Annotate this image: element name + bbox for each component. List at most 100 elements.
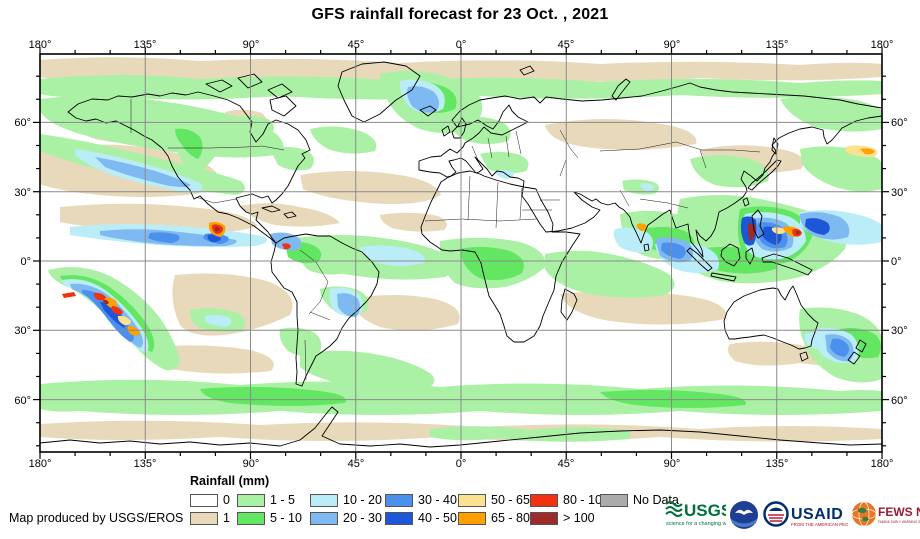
- legend-label: 30 - 40: [418, 493, 457, 507]
- legend-label: 20 - 30: [343, 511, 382, 525]
- sea-islands-outline: [686, 209, 813, 282]
- svg-text:90°: 90°: [243, 458, 260, 470]
- svg-text:USAID: USAID: [791, 506, 843, 523]
- svg-text:FEWS NET: FEWS NET: [878, 505, 920, 519]
- longitude-axis-bottom: 180° 135° 90° 45° 0° 45° 90° 135° 180°: [29, 458, 894, 470]
- antarctica-outline: [40, 406, 882, 452]
- legend-label: 80 - 100: [563, 493, 609, 507]
- legend-entry: 1: [190, 511, 237, 525]
- legend-swatch: [310, 493, 338, 507]
- svg-text:FAMINE EARLY WARNING SYSTEMS N: FAMINE EARLY WARNING SYSTEMS NETWORK: [878, 520, 920, 524]
- legend-entry: 0: [190, 493, 237, 507]
- legend-label: 5 - 10: [270, 511, 302, 525]
- legend: Rainfall (mm) 0 1 - 5 10 - 20 30 - 40 50…: [190, 474, 696, 527]
- legend-entry: 30 - 40: [385, 493, 458, 507]
- svg-text:0°: 0°: [456, 458, 467, 470]
- south-america-outline: [270, 233, 380, 387]
- svg-text:0°: 0°: [456, 39, 467, 51]
- legend-entry: 80 - 100: [530, 493, 609, 507]
- fewsnet-logo: FEWS NET FAMINE EARLY WARNING SYSTEMS NE…: [851, 501, 920, 527]
- country-borders: [130, 99, 761, 381]
- legend-entry: 1 - 5: [237, 493, 310, 507]
- eurasia-outline: [418, 82, 882, 258]
- noaa-gull-icon: [735, 509, 753, 515]
- svg-text:90°: 90°: [664, 458, 681, 470]
- iceland-outline: [419, 105, 437, 117]
- svg-text:60°: 60°: [14, 117, 31, 129]
- continents-layer: [40, 61, 882, 452]
- caribbean-outline: [261, 205, 297, 219]
- usaid-logo: USAID FROM THE AMERICAN PEOPLE: [763, 501, 848, 527]
- legend-swatch: [310, 511, 338, 525]
- taiwan-hainan-outline: [643, 197, 750, 252]
- legend-swatch: [190, 493, 218, 507]
- graticule-grid: [40, 54, 882, 452]
- svg-text:90°: 90°: [243, 39, 260, 51]
- legend-label: 65 - 80: [491, 511, 530, 525]
- svg-text:30°: 30°: [891, 187, 908, 199]
- legend-swatch: [530, 511, 558, 525]
- noaa-logo: [730, 501, 758, 529]
- madagascar-outline: [560, 288, 578, 321]
- legend-swatch: [190, 511, 218, 525]
- legend-label: 10 - 20: [343, 493, 382, 507]
- new-zealand-outline: [847, 339, 867, 365]
- legend-swatch: [600, 493, 628, 507]
- svg-text:180°: 180°: [29, 39, 52, 51]
- svg-text:45°: 45°: [348, 39, 365, 51]
- svg-text:45°: 45°: [558, 458, 575, 470]
- legend-swatch: [385, 511, 413, 525]
- legend-row-1: 0 1 - 5 10 - 20 30 - 40 50 - 65 80 - 100…: [190, 491, 696, 509]
- legend-label: 50 - 65: [491, 493, 530, 507]
- svg-text:45°: 45°: [348, 458, 365, 470]
- logo-strip: USGS science for a changing world USAID …: [664, 497, 920, 533]
- svg-text:30°: 30°: [14, 187, 31, 199]
- legend-entry: 10 - 20: [310, 493, 385, 507]
- legend-entry: > 100: [530, 511, 600, 525]
- legend-entry: 40 - 50: [385, 511, 458, 525]
- svg-text:USGS: USGS: [684, 501, 726, 520]
- svg-text:60°: 60°: [891, 117, 908, 129]
- legend-swatch: [530, 493, 558, 507]
- latitude-axis-right: 60° 30° 0° 30° 60°: [891, 117, 908, 407]
- svg-text:135°: 135°: [766, 458, 789, 470]
- svg-text:30°: 30°: [14, 325, 31, 337]
- arctic-islands-outline: [205, 65, 631, 117]
- legend-swatch: [237, 511, 265, 525]
- legend-label: 40 - 50: [418, 511, 457, 525]
- legend-entry: 20 - 30: [310, 511, 385, 525]
- australia-outline: [723, 285, 819, 362]
- uk-ireland-outline: [441, 117, 467, 139]
- legend-row-2: 1 5 - 10 20 - 30 40 - 50 65 - 80 > 100: [190, 509, 696, 527]
- svg-text:135°: 135°: [134, 458, 157, 470]
- longitude-axis-top: 180° 135° 90° 45° 0° 45° 90° 135° 180°: [29, 39, 894, 51]
- svg-text:180°: 180°: [871, 458, 894, 470]
- svg-text:30°: 30°: [891, 325, 908, 337]
- legend-swatch: [458, 493, 486, 507]
- legend-entry: 65 - 80: [458, 511, 530, 525]
- credit-text: Map produced by USGS/EROS: [9, 511, 184, 525]
- svg-text:60°: 60°: [891, 395, 908, 407]
- legend-title: Rainfall (mm): [190, 474, 270, 488]
- legend-label: > 100: [563, 511, 595, 525]
- legend-label: 1: [223, 511, 230, 525]
- svg-text:0°: 0°: [20, 256, 31, 268]
- legend-swatch: [458, 511, 486, 525]
- svg-text:0°: 0°: [891, 256, 902, 268]
- usaid-seal-icon: [769, 507, 783, 511]
- legend-swatch: [237, 493, 265, 507]
- svg-text:180°: 180°: [871, 39, 894, 51]
- fewsnet-globe-icon: [857, 507, 867, 514]
- legend-entry: 50 - 65: [458, 493, 530, 507]
- legend-label: 1 - 5: [270, 493, 296, 507]
- svg-text:135°: 135°: [766, 39, 789, 51]
- svg-text:45°: 45°: [558, 39, 575, 51]
- axis-ticks: [33, 47, 889, 459]
- japan-outline: [747, 137, 782, 191]
- svg-text:180°: 180°: [29, 458, 52, 470]
- north-america-outline: [67, 91, 311, 244]
- svg-text:science for a changing world: science for a changing world: [666, 521, 726, 527]
- legend-label: 0: [223, 493, 230, 507]
- africa-outline: [420, 170, 581, 343]
